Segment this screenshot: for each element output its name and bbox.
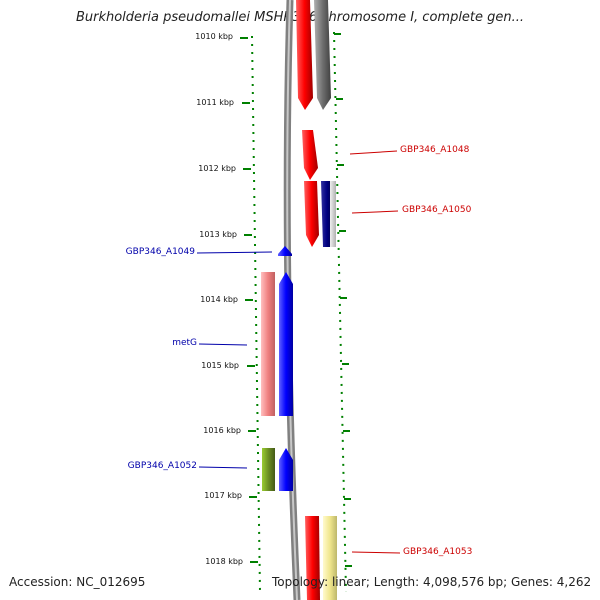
gene-label-metg[interactable]: metG: [172, 338, 197, 348]
tick-label: 1013 kbp: [199, 230, 237, 239]
leader-gbp346-a1052: [198, 466, 248, 469]
gene-feature-gbp346-a1048[interactable]: [302, 130, 318, 180]
gene-feature-gbp346-a1053[interactable]: [323, 516, 337, 600]
tick-label: 1017 kbp: [204, 491, 242, 500]
ruler-left: [251, 35, 261, 593]
gene-feature-lightgray: [330, 181, 336, 247]
gene-feature-gbp346-a1049[interactable]: [278, 246, 292, 256]
tick-label: 1012 kbp: [198, 164, 236, 173]
gene-label-gbp346-a1050[interactable]: GBP346_A1050: [402, 205, 472, 215]
leader-metg: [198, 343, 248, 346]
gene-label-gbp346-a1048[interactable]: GBP346_A1048: [400, 145, 470, 155]
ruler-right: [333, 31, 347, 593]
tick-label: 1014 kbp: [200, 295, 238, 304]
gene-feature-gbp346-a1050[interactable]: [304, 181, 319, 247]
gene-feature-salmon[interactable]: [261, 272, 275, 416]
gene-feature-gbp346-a1052[interactable]: [279, 448, 293, 491]
gene-feature-red[interactable]: [296, 0, 313, 110]
tick-label: 1015 kbp: [201, 361, 239, 370]
tick-label: 1011 kbp: [196, 98, 234, 107]
leader-gbp346-a1048: [349, 150, 398, 155]
accession-text: Accession: NC_012695: [9, 575, 146, 589]
gene-feature-olive[interactable]: [262, 448, 275, 491]
leader-gbp346-a1049: [196, 251, 273, 254]
gene-label-gbp346-a1053[interactable]: GBP346_A1053: [403, 547, 473, 557]
gene-label-gbp346-a1052[interactable]: GBP346_A1052: [127, 461, 197, 471]
genome-summary-text: Topology: linear; Length: 4,098,576 bp; …: [272, 575, 592, 589]
tick-label: 1010 kbp: [195, 32, 233, 41]
gene-feature-gray[interactable]: [314, 0, 331, 110]
gene-feature-metg[interactable]: [279, 272, 293, 416]
gene-label-gbp346-a1049[interactable]: GBP346_A1049: [125, 247, 195, 257]
gene-feature-red-lower[interactable]: [305, 516, 320, 600]
tick-label: 1016 kbp: [203, 426, 241, 435]
left-major-ticks: [240, 37, 258, 563]
tick-label: 1018 kbp: [205, 557, 243, 566]
leader-gbp346-a1053: [351, 551, 401, 554]
right-major-ticks: [334, 33, 352, 567]
leader-gbp346-a1050: [351, 210, 399, 214]
